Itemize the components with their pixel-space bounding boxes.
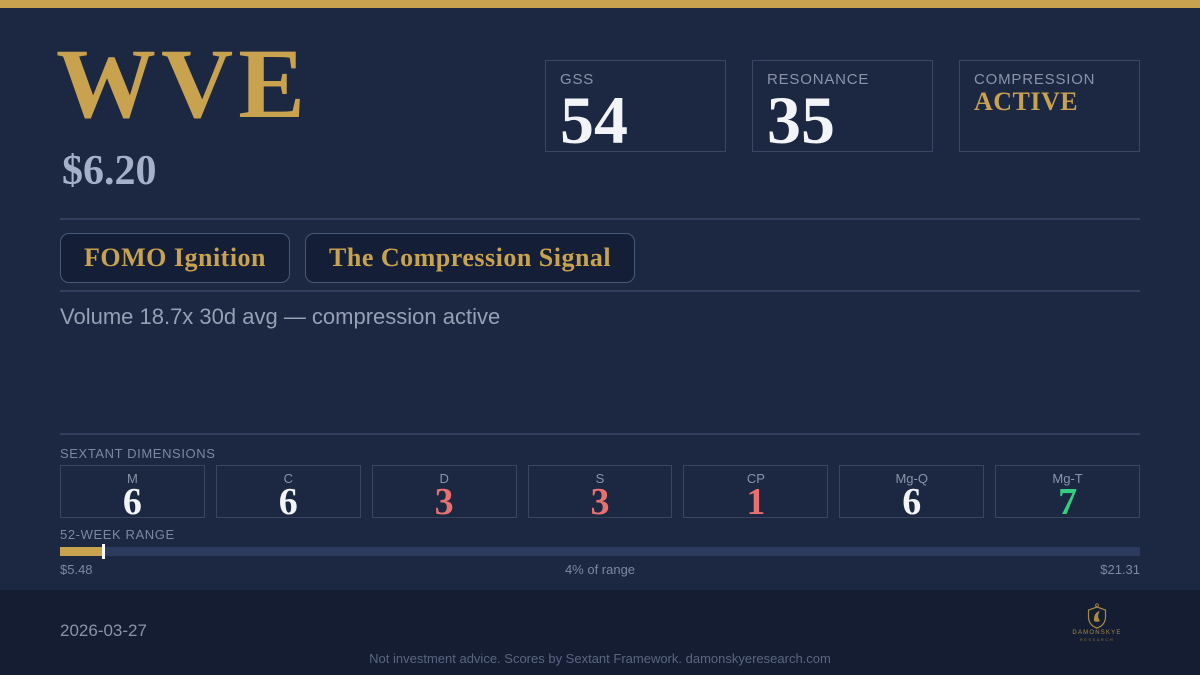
logo-subtitle: RESEARCH	[1079, 637, 1115, 642]
stat-value: 35	[767, 82, 835, 158]
dimension-boxes: M 6 C 6 D 3 S 3 CP 1 Mg-Q 6	[60, 465, 1141, 523]
tag-fomo-ignition[interactable]: FOMO Ignition	[60, 233, 291, 283]
dim-value: 6	[902, 481, 922, 523]
range-bar	[60, 544, 1140, 559]
dim-label: CP	[746, 471, 765, 486]
dim-label: Mg-Q	[895, 471, 928, 486]
footer: 2026-03-27 DAMONSKYE RESEARCH Not invest…	[0, 590, 1200, 675]
header: WVE $6.20 GSS 54 RESONANCE 35 COMPRESSIO…	[56, 34, 1140, 194]
stat-label: COMPRESSION	[974, 71, 1096, 88]
range-position-marker	[102, 544, 106, 559]
ticker-symbol: WVE	[56, 28, 310, 139]
dim-value: 6	[278, 481, 298, 523]
dim-label: S	[595, 471, 605, 486]
volume-note: Volume 18.7x 30d avg — compression activ…	[60, 304, 501, 329]
divider	[60, 290, 1140, 292]
range-low: $5.48	[60, 562, 93, 577]
signal-tags: FOMO Ignition The Compression Signal	[60, 233, 1140, 283]
tag-compression-signal[interactable]: The Compression Signal	[305, 233, 636, 283]
stat-label: GSS	[560, 71, 595, 88]
dim-box-m: M 6	[60, 465, 205, 523]
dim-box-d: D 3	[371, 465, 517, 523]
dim-box-mg-q: Mg-Q 6	[839, 465, 985, 523]
stat-value: 54	[560, 82, 628, 158]
ticker-block: WVE $6.20	[56, 34, 310, 194]
stat-box-resonance: RESONANCE 35	[752, 60, 933, 158]
dimensions-section-label: SEXTANT DIMENSIONS	[60, 446, 216, 461]
dim-box-s: S 3	[527, 465, 673, 523]
divider	[60, 218, 1140, 220]
dim-label: D	[439, 471, 449, 486]
stat-box-compression: COMPRESSION ACTIVE	[959, 60, 1140, 152]
dim-value: 6	[122, 481, 142, 523]
dim-label: C	[283, 471, 293, 486]
range-fill	[60, 547, 104, 556]
stat-value: ACTIVE	[974, 87, 1079, 116]
report-date: 2026-03-27	[60, 621, 147, 640]
dim-label: Mg-T	[1052, 471, 1083, 486]
divider	[60, 433, 1140, 435]
main-content: WVE $6.20 GSS 54 RESONANCE 35 COMPRESSIO…	[0, 34, 1200, 577]
dim-value: 1	[746, 481, 766, 523]
damonskye-logo: DAMONSKYE RESEARCH	[1072, 603, 1122, 642]
score-boxes: GSS 54 RESONANCE 35 COMPRESSION ACTIVE	[545, 60, 1140, 158]
spacer	[60, 330, 1140, 433]
range-section-label: 52-WEEK RANGE	[60, 527, 175, 542]
dim-label: M	[127, 471, 138, 486]
dim-value: 3	[590, 481, 610, 523]
dim-box-mg-t: Mg-T 7	[995, 465, 1141, 523]
dim-box-c: C 6	[215, 465, 361, 523]
stat-box-gss: GSS 54	[545, 60, 726, 158]
range-percent: 4% of range	[564, 562, 636, 577]
stat-label: RESONANCE	[767, 71, 870, 88]
range-values: $5.48 4% of range $21.31	[60, 562, 1140, 577]
logo-name: DAMONSKYE	[1072, 630, 1122, 636]
range-high: $21.31	[1100, 562, 1140, 577]
disclaimer: Not investment advice. Scores by Sextant…	[369, 651, 831, 666]
dim-value: 7	[1058, 481, 1078, 523]
top-accent-bar	[0, 0, 1200, 8]
crest-icon	[1087, 603, 1107, 629]
dim-value: 3	[434, 481, 454, 523]
dim-box-cp: CP 1	[683, 465, 829, 523]
current-price: $6.20	[62, 148, 157, 194]
